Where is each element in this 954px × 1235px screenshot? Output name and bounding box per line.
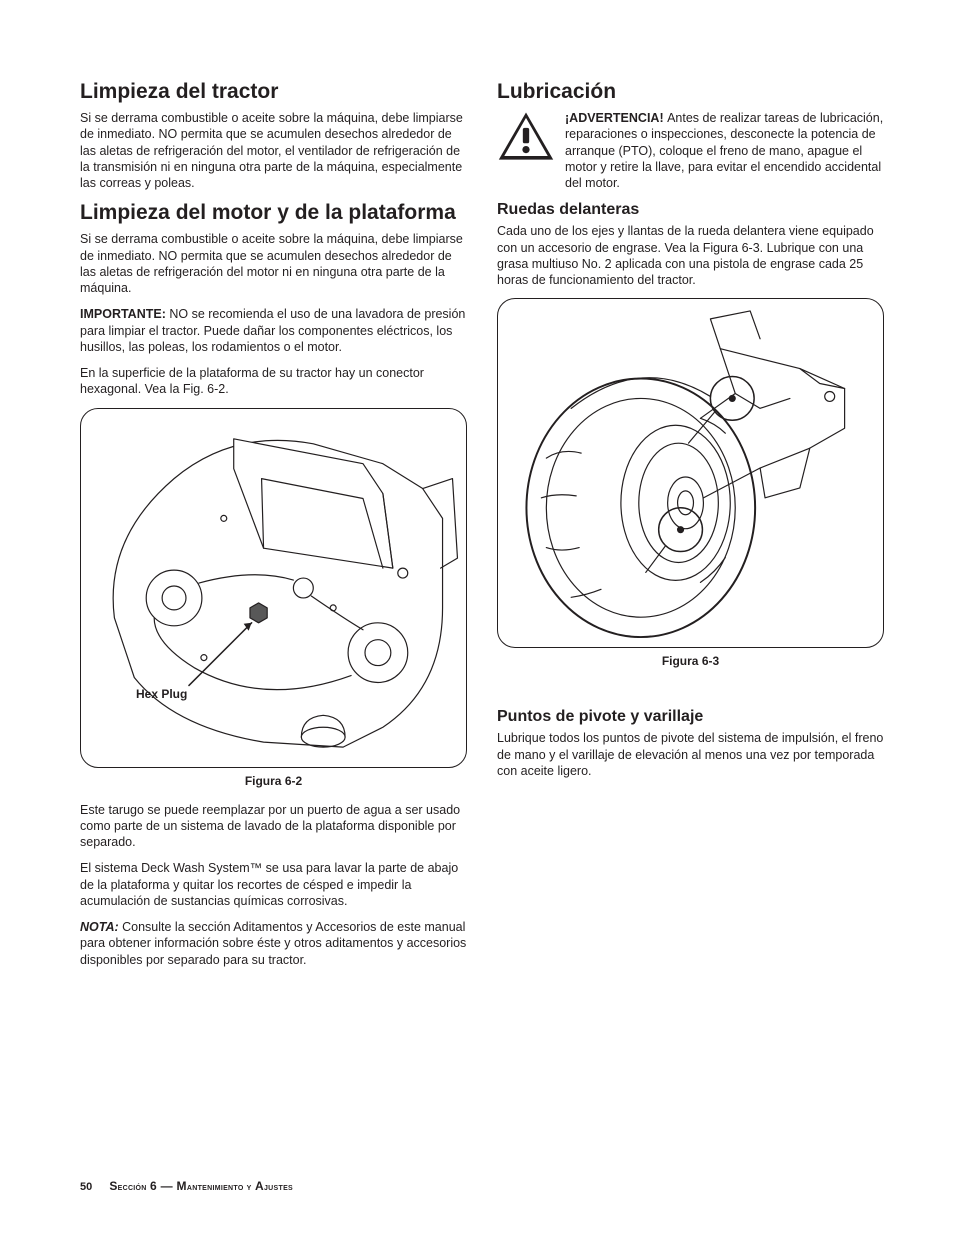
- importante-lead: IMPORTANTE:: [80, 307, 169, 321]
- warning-icon: [497, 110, 555, 191]
- figure-6-2: Hex Plug: [80, 408, 467, 768]
- figure-6-3: [497, 298, 884, 648]
- para-ruedas: Cada uno de los ejes y llantas de la rue…: [497, 223, 884, 288]
- warning-lead: ¡ADVERTENCIA!: [565, 111, 667, 125]
- right-column: Lubricación ¡ADVERTENCIA! Antes de reali…: [497, 80, 884, 978]
- footer-section: Sección 6 — Mantenimiento y Ajustes: [109, 1181, 293, 1193]
- heading-limpieza-motor: Limpieza del motor y de la plataforma: [80, 201, 467, 225]
- para-deckwash: El sistema Deck Wash System™ se usa para…: [80, 860, 467, 909]
- para-importante: IMPORTANTE: NO se recomienda el uso de u…: [80, 306, 467, 355]
- wheel-diagram-svg: [498, 299, 883, 647]
- nota-lead: NOTA:: [80, 920, 122, 934]
- heading-ruedas: Ruedas delanteras: [497, 201, 884, 219]
- figure-6-3-caption: Figura 6-3: [497, 654, 884, 668]
- para-tarugo: Este tarugo se puede reemplazar por un p…: [80, 802, 467, 851]
- para-tractor-clean: Si se derrama combustible o aceite sobre…: [80, 110, 467, 191]
- para-pivote: Lubrique todos los puntos de pivote del …: [497, 730, 884, 779]
- deck-diagram-svg: [81, 409, 466, 767]
- left-column: Limpieza del tractor Si se derrama combu…: [80, 80, 467, 978]
- figure-6-2-caption: Figura 6-2: [80, 774, 467, 788]
- para-motor-clean: Si se derrama combustible o aceite sobre…: [80, 231, 467, 296]
- hex-plug-label: Hex Plug: [136, 687, 187, 701]
- nota-body: Consulte la sección Aditamentos y Acceso…: [80, 920, 466, 967]
- warning-block: ¡ADVERTENCIA! Antes de realizar tareas d…: [497, 110, 884, 191]
- heading-pivote: Puntos de pivote y varillaje: [497, 708, 884, 726]
- warning-text: ¡ADVERTENCIA! Antes de realizar tareas d…: [565, 110, 884, 191]
- page-number: 50: [80, 1181, 92, 1193]
- para-hex-connector: En la superficie de la plataforma de su …: [80, 365, 467, 398]
- heading-lubricacion: Lubricación: [497, 80, 884, 104]
- page-footer: 50 Sección 6 — Mantenimiento y Ajustes: [80, 1179, 293, 1193]
- heading-limpieza-tractor: Limpieza del tractor: [80, 80, 467, 104]
- para-nota: NOTA: Consulte la sección Aditamentos y …: [80, 919, 467, 968]
